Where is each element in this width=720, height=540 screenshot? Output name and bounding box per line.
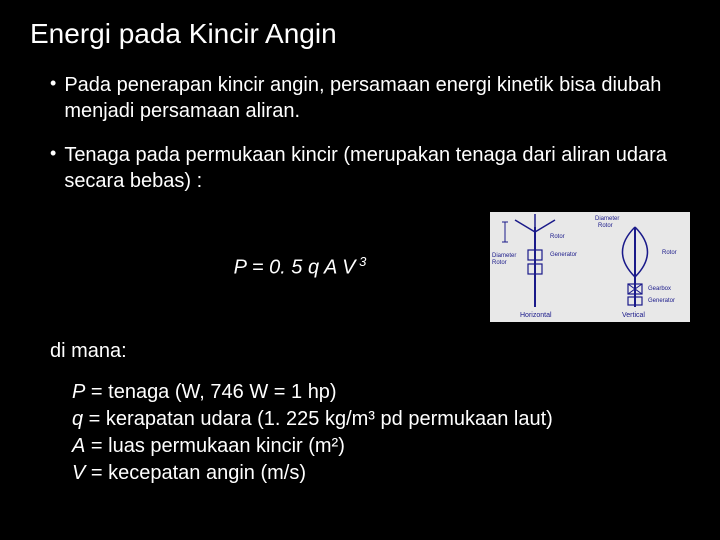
- bullet-text: Pada penerapan kincir angin, persamaan e…: [64, 72, 690, 124]
- bullet-dot-icon: •: [50, 72, 56, 124]
- label-diameter: Diameter: [492, 253, 516, 259]
- definition-line: V = kecepatan angin (m/s): [72, 460, 690, 487]
- label-gearbox: Gearbox: [648, 286, 671, 292]
- definition-line: P = tenaga (W, 746 W = 1 hp): [72, 379, 690, 406]
- bullet-item: • Pada penerapan kincir angin, persamaan…: [30, 72, 690, 124]
- turbine-diagram: Diameter Rotor Rotor Generator Diameter …: [490, 212, 690, 322]
- bullet-text: Tenaga pada permukaan kincir (merupakan …: [64, 142, 690, 194]
- label-rotor: Rotor: [662, 250, 677, 256]
- formula-row: P = 0. 5 q A V 3 Diameter Rotor: [30, 212, 690, 322]
- bullet-item: • Tenaga pada permukaan kincir (merupaka…: [30, 142, 690, 194]
- label-diameter: Diameter: [595, 216, 619, 222]
- power-formula: P = 0. 5 q A V 3: [30, 254, 490, 280]
- where-label: di mana:: [30, 340, 690, 363]
- label-generator: Generator: [648, 298, 675, 304]
- definition-line: q = kerapatan udara (1. 225 kg/m³ pd per…: [72, 406, 690, 433]
- label-rotor: Rotor: [492, 260, 507, 266]
- page-title: Energi pada Kincir Angin: [30, 18, 690, 50]
- definition-line: A = luas permukaan kincir (m²): [72, 433, 690, 460]
- bullet-dot-icon: •: [50, 142, 56, 194]
- label-generator: Generator: [550, 252, 577, 258]
- label-horizontal: Horizontal: [520, 312, 552, 319]
- label-rotor: Rotor: [550, 234, 565, 240]
- label-rotor: Rotor: [598, 223, 613, 229]
- label-vertical: Vertical: [622, 312, 645, 319]
- diagram-bg: [490, 212, 690, 322]
- definitions-block: P = tenaga (W, 746 W = 1 hp) q = kerapat…: [30, 379, 690, 487]
